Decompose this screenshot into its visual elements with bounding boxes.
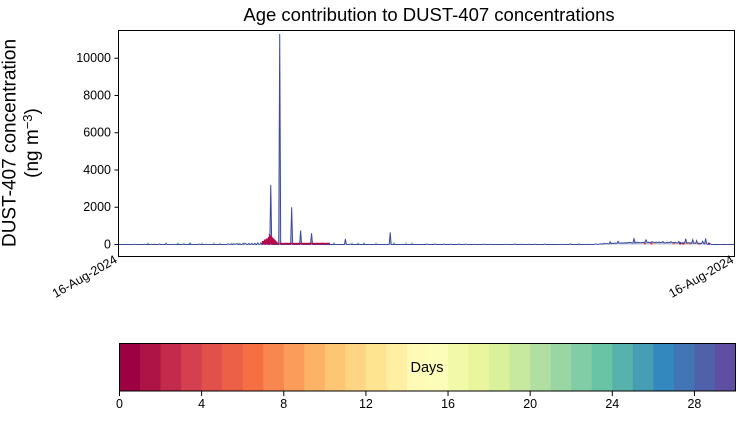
svg-text:0: 0 — [104, 238, 111, 252]
svg-text:16-Aug-2024: 16-Aug-2024 — [50, 252, 120, 300]
svg-text:10000: 10000 — [76, 51, 111, 65]
svg-text:8000: 8000 — [83, 88, 111, 102]
svg-text:Age contribution to DUST-407 c: Age contribution to DUST-407 concentrati… — [243, 4, 614, 25]
svg-text:Days: Days — [410, 360, 443, 376]
svg-text:4: 4 — [198, 397, 205, 411]
svg-text:DUST-407 concentration: DUST-407 concentration — [0, 39, 21, 247]
svg-text:16: 16 — [441, 397, 455, 411]
svg-text:24: 24 — [605, 397, 619, 411]
svg-text:(ng m−3): (ng m−3) — [20, 108, 43, 178]
svg-text:4000: 4000 — [83, 163, 111, 177]
svg-text:12: 12 — [359, 397, 373, 411]
svg-text:8: 8 — [280, 397, 287, 411]
svg-text:20: 20 — [523, 397, 537, 411]
svg-text:6000: 6000 — [83, 126, 111, 140]
svg-text:16-Aug-2024: 16-Aug-2024 — [666, 252, 736, 300]
svg-text:0: 0 — [116, 397, 123, 411]
svg-text:2000: 2000 — [83, 200, 111, 214]
svg-text:28: 28 — [687, 397, 701, 411]
